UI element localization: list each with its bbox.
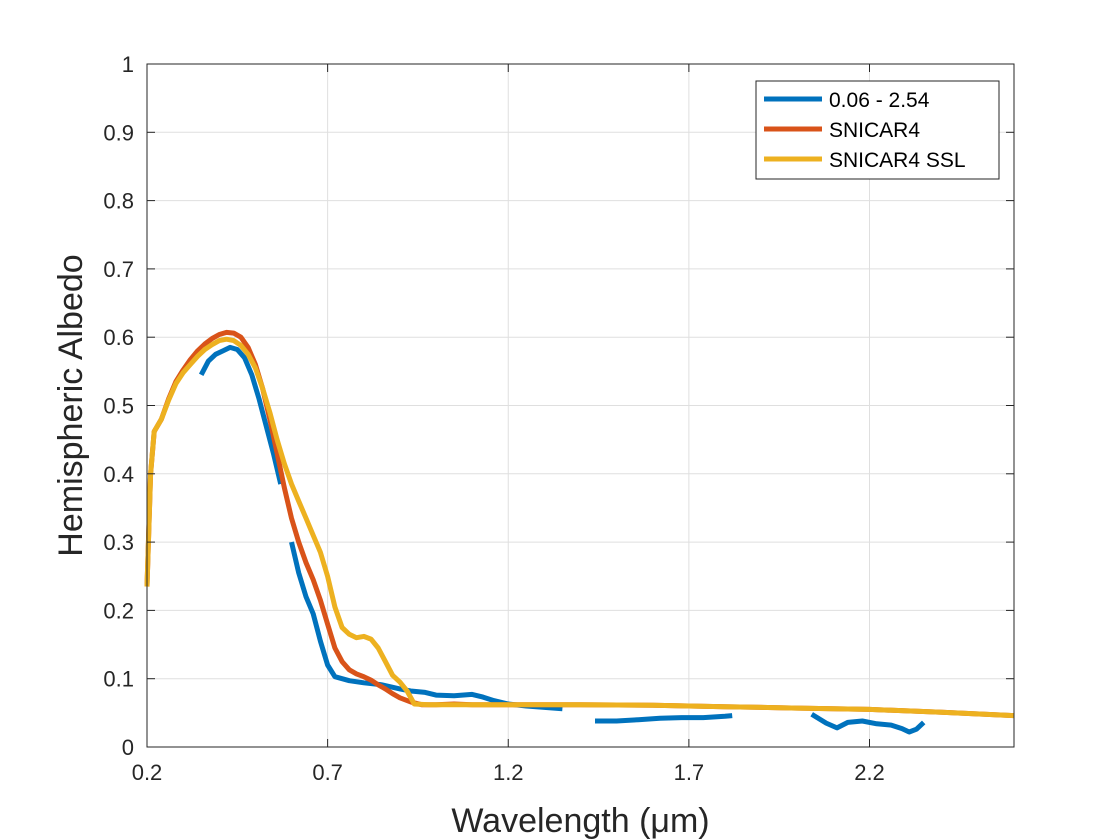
- legend-entry-label: SNICAR4: [829, 119, 920, 142]
- x-tick-label: 0.2: [132, 760, 163, 785]
- y-tick-label: 0.5: [103, 394, 134, 419]
- y-tick-label: 0.6: [103, 325, 134, 350]
- y-tick-label: 0: [122, 735, 134, 760]
- y-tick-label: 0.8: [103, 189, 134, 214]
- y-tick-label: 0.3: [103, 530, 134, 555]
- legend-entry-label: 0.06 - 2.54: [829, 89, 930, 112]
- series-line-segment: [144, 336, 1015, 719]
- y-axis-label: Hemispheric Albedo: [52, 254, 90, 556]
- axis-ticks: 0.2 0.7 1.2 1.7 2.2 0 0.1 0.2 0.3 0.4 0.5 0.6 0.7 0.8…: [103, 52, 1014, 785]
- y-tick-label: 0.4: [103, 462, 134, 487]
- series-line-segment: [595, 713, 733, 724]
- series-3: [144, 336, 1015, 719]
- x-tick-label: 1.2: [493, 760, 524, 785]
- y-tick-label: 0.9: [103, 120, 134, 145]
- series-lines: [144, 329, 1015, 735]
- x-axis-label: Wavelength (μm): [451, 802, 709, 840]
- x-tick-label: 0.7: [312, 760, 343, 785]
- x-tick-label: 1.7: [674, 760, 705, 785]
- series-line-segment: [810, 712, 926, 735]
- y-tick-label: 0.2: [103, 598, 134, 623]
- y-tick-label: 0.7: [103, 257, 134, 282]
- legend-entry-label: SNICAR4 SSL: [829, 149, 966, 172]
- legend: 0.06 - 2.54 SNICAR4 SNICAR4 SSL: [755, 80, 1000, 180]
- series-line-segment: [198, 344, 284, 485]
- y-tick-label: 0.1: [103, 667, 134, 692]
- legend-entries: 0.06 - 2.54 SNICAR4 SNICAR4 SSL: [764, 89, 966, 172]
- y-tick-label: 1: [122, 52, 134, 77]
- x-tick-label: 2.2: [854, 760, 885, 785]
